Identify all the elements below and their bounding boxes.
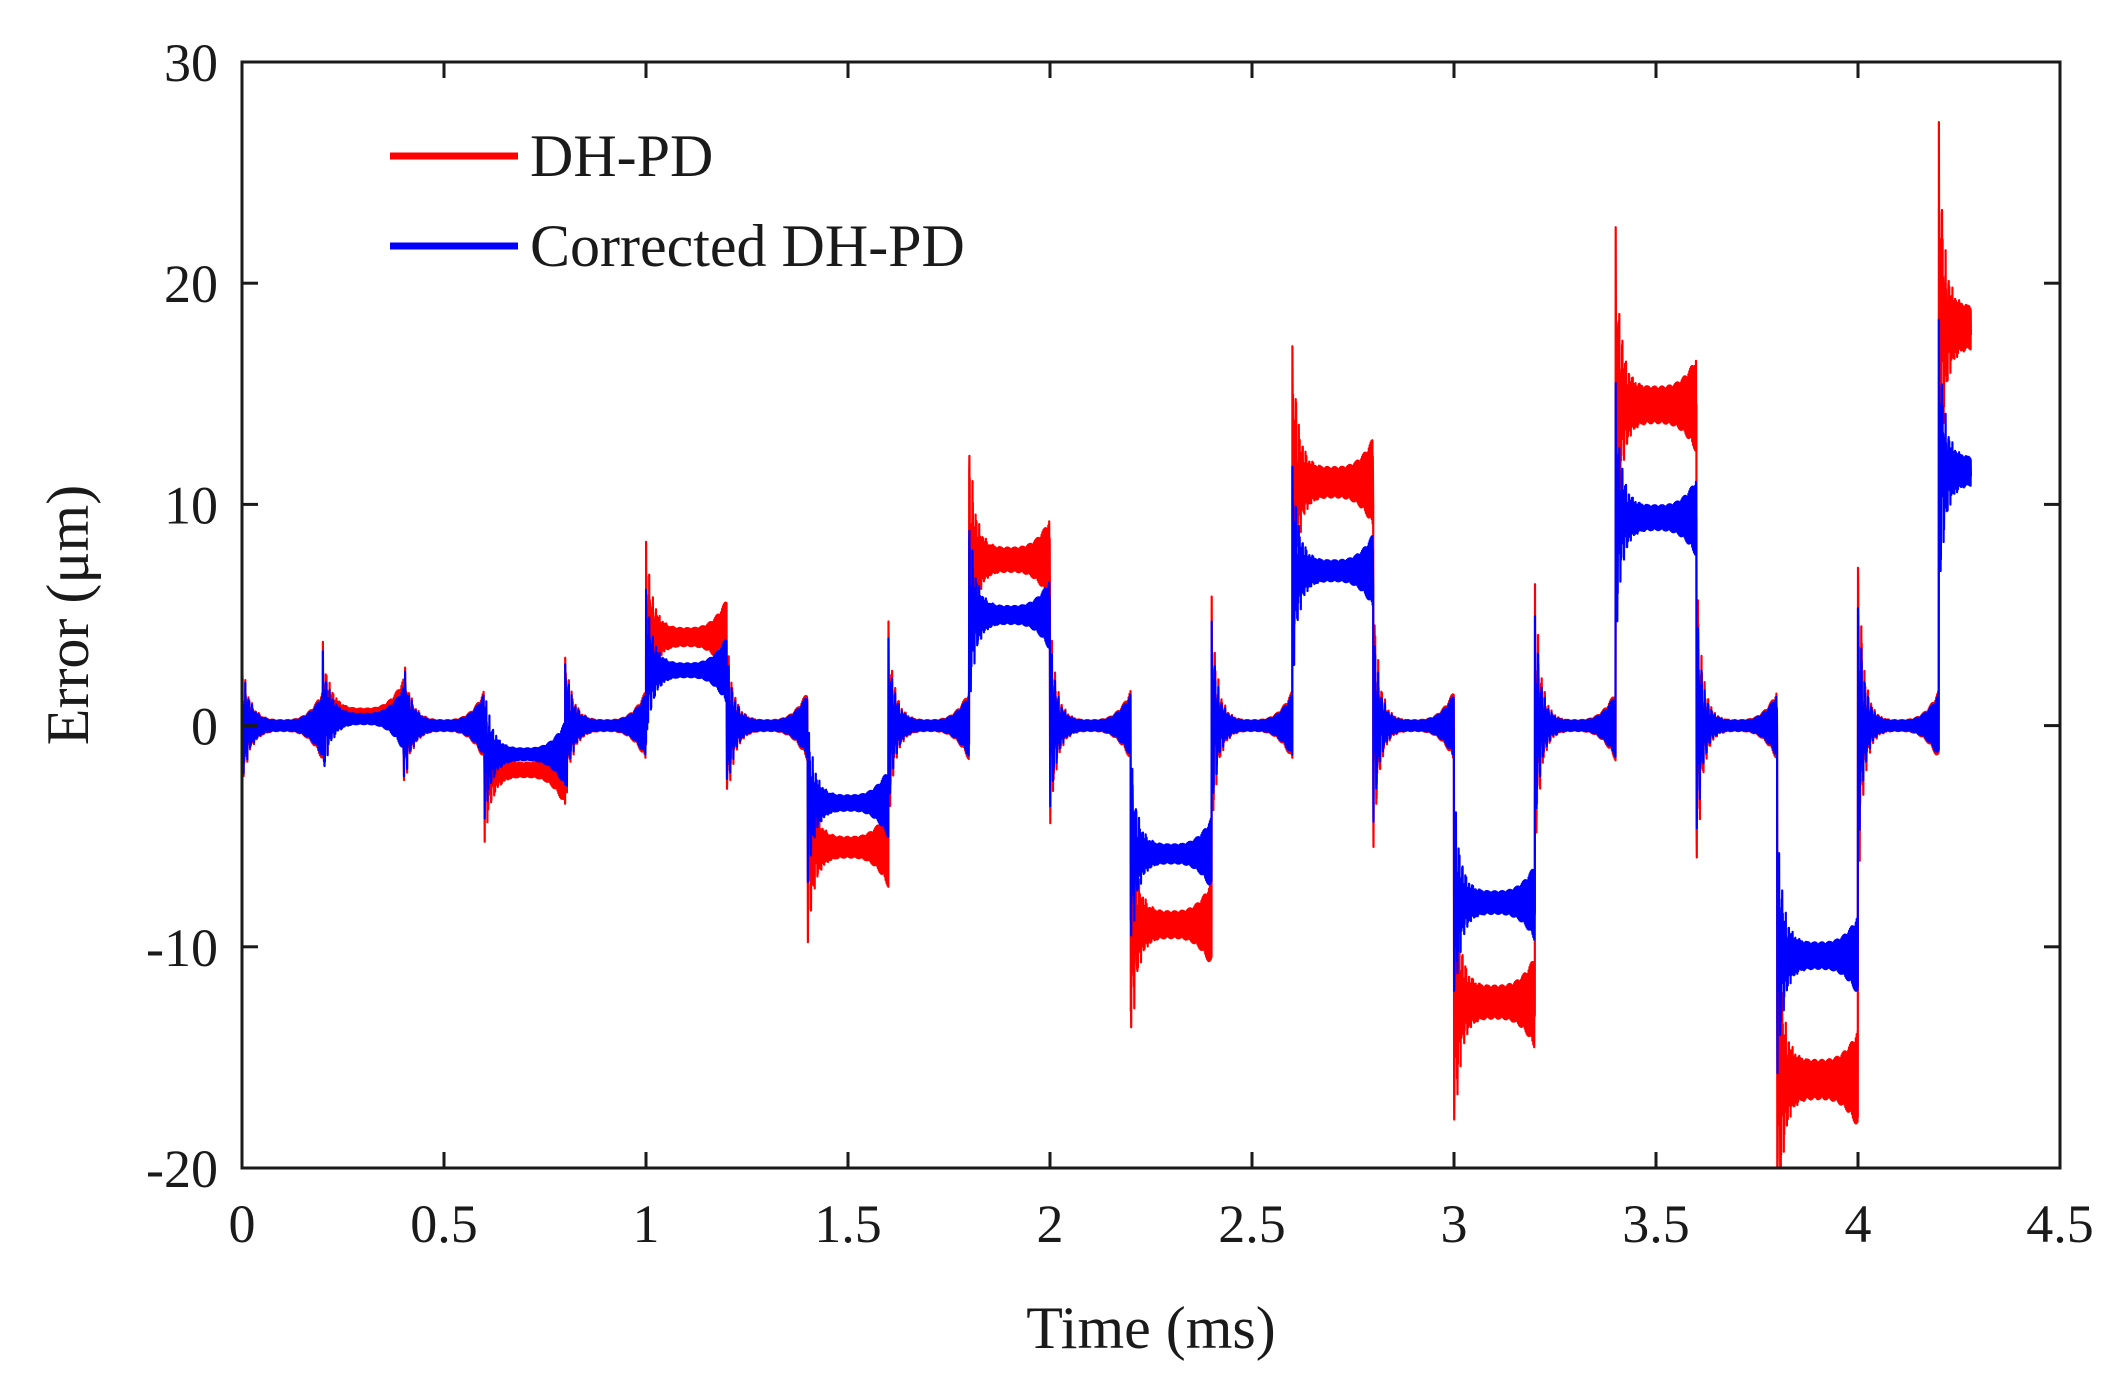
legend: DH-PD Corrected DH-PD	[390, 123, 965, 279]
x-tick-label: 2.5	[1218, 1194, 1286, 1254]
legend-label-dh-pd: DH-PD	[530, 123, 713, 189]
y-tick-label: 20	[164, 254, 218, 314]
x-axis-ticks: 0 0.5 1 1.5 2 2.5 3 3.5 4 4.5	[229, 62, 2094, 1254]
x-tick-label: 4	[1845, 1194, 1872, 1254]
x-tick-label: 4.5	[2026, 1194, 2094, 1254]
x-tick-label: 2	[1037, 1194, 1064, 1254]
y-tick-label: 0	[191, 697, 218, 757]
x-tick-label: 0	[229, 1194, 256, 1254]
y-tick-label: -20	[146, 1139, 218, 1199]
legend-label-corrected-dh-pd: Corrected DH-PD	[530, 213, 965, 279]
series-layer	[240, 121, 1973, 1170]
series-line-corrected-dh-pd	[240, 318, 1973, 1075]
x-tick-label: 1.5	[814, 1194, 882, 1254]
x-tick-label: 3	[1441, 1194, 1468, 1254]
plot-frame	[240, 60, 2062, 1170]
y-axis-label: Error (μm)	[35, 485, 101, 745]
y-tick-label: -10	[146, 918, 218, 978]
y-tick-label: 10	[164, 475, 218, 535]
x-tick-label: 1	[633, 1194, 660, 1254]
x-axis-label: Time (ms)	[1026, 1295, 1276, 1361]
y-axis-ticks: -20 -10 0 10 20 30	[146, 33, 2060, 1199]
x-tick-label: 3.5	[1622, 1194, 1690, 1254]
y-tick-label: 30	[164, 33, 218, 93]
x-tick-label: 0.5	[410, 1194, 478, 1254]
